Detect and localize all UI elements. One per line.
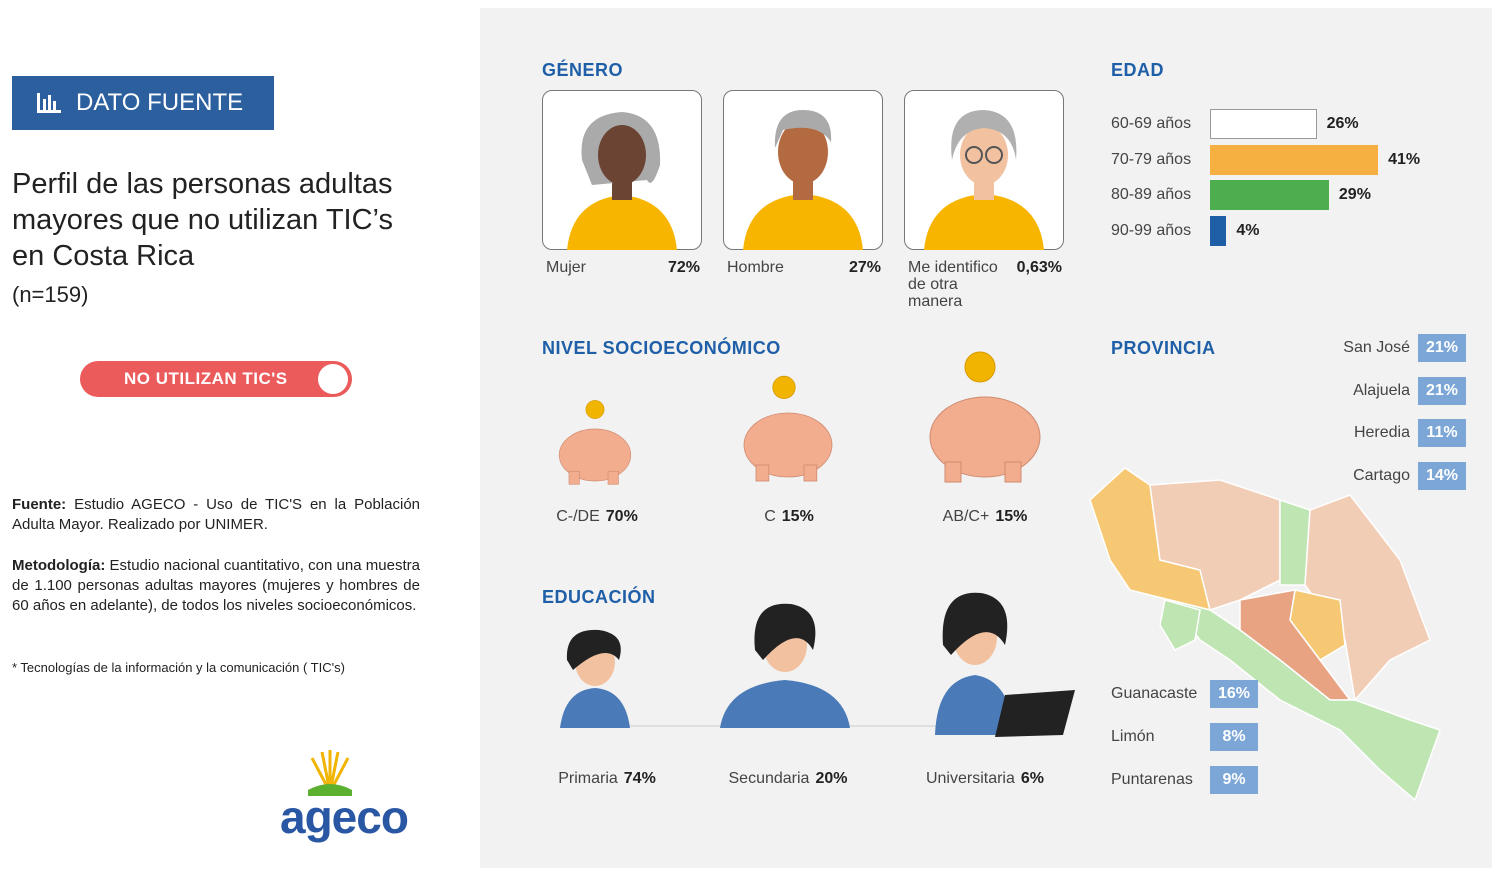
province-value: 21%: [1418, 376, 1466, 405]
method: Metodología: Estudio nacional cuantitati…: [12, 556, 420, 616]
province-value: 11%: [1418, 419, 1466, 447]
source: Fuente: Estudio AGECO - Uso de TIC'S en …: [12, 495, 420, 535]
socio-item: C 15%: [689, 508, 889, 526]
education-art: [560, 592, 1075, 737]
toggle-knob: [318, 364, 348, 394]
gender-art: [567, 110, 1044, 250]
province-label: Cartago: [1353, 466, 1410, 484]
socio-item: AB/C+ 15%: [885, 508, 1085, 526]
badge: DATO FUENTE: [12, 76, 274, 130]
section-title: EDUCACIÓN: [542, 587, 656, 607]
province-label: Alajuela: [1353, 381, 1410, 399]
province-label: Guanacaste: [1111, 685, 1198, 702]
province-value: 8%: [1210, 723, 1258, 751]
toggle[interactable]: NO UTILIZAN TIC'S: [80, 361, 352, 397]
province-label: Limón: [1111, 728, 1155, 745]
age-value: 4%: [1236, 221, 1260, 239]
item-value: 70%: [605, 508, 638, 525]
province-label: San José: [1343, 339, 1410, 356]
item-value: 15%: [781, 508, 814, 525]
method-label: Metodología:: [12, 557, 106, 574]
gender-label: Me identifico de otra manera: [908, 259, 998, 310]
age-bar: [1210, 180, 1329, 210]
age-label: 60-69 años: [1111, 115, 1192, 132]
title: Perfil de las personas adultas mayores q…: [12, 168, 393, 272]
education-item: Secundaria 20%: [688, 770, 888, 788]
logo-icon: [308, 750, 352, 796]
age-label: 70-79 años: [1111, 150, 1192, 168]
gender-value: 72%: [667, 259, 700, 276]
piggy-banks: [558, 351, 1041, 485]
item-value: 15%: [995, 508, 1028, 525]
age-bar: [1210, 109, 1317, 139]
age-value: 26%: [1326, 115, 1359, 132]
age-bar: [1210, 144, 1379, 175]
education-item: Universitaria 6%: [885, 770, 1085, 788]
age-bar: [1210, 215, 1227, 246]
age-label: 90-99 años: [1111, 221, 1192, 239]
method-text: Estudio nacional cuantitativo, con una m…: [12, 557, 420, 614]
gender-value: 0,63%: [1016, 259, 1062, 276]
item-label: Universitaria: [925, 770, 1015, 787]
source-label: Fuente:: [12, 496, 67, 513]
item-value: 74%: [623, 770, 656, 787]
section-title: NIVEL SOCIOECONÓMICO: [542, 338, 781, 358]
item-label: Primaria: [558, 770, 618, 787]
sample: (n=159): [12, 282, 89, 307]
item-label: C: [764, 508, 776, 525]
province-value: 9%: [1210, 766, 1258, 794]
province-label: Heredia: [1353, 424, 1410, 441]
section-title: EDAD: [1111, 60, 1165, 80]
age-value: 29%: [1338, 186, 1371, 203]
gender-label: Mujer: [546, 259, 587, 276]
badge-text: DATO FUENTE: [76, 89, 244, 116]
gender-label: Hombre: [727, 259, 784, 276]
footnote: * Tecnologías de la información y la com…: [12, 660, 345, 675]
education-item: Primaria 74%: [507, 770, 707, 788]
item-label: Secundaria: [728, 770, 810, 787]
map: [1089, 467, 1441, 802]
section-title: GÉNERO: [542, 60, 624, 80]
province-value: 16%: [1210, 680, 1258, 708]
province-value: 21%: [1418, 334, 1466, 362]
age-value: 41%: [1388, 150, 1421, 168]
source-text: Estudio AGECO - Uso de TIC'S en la Pobla…: [12, 496, 421, 533]
socio-item: C-/DE 70%: [497, 508, 697, 526]
toggle-text: NO UTILIZAN TIC'S: [124, 369, 288, 388]
item-label: AB/C+: [942, 508, 990, 525]
item-value: 20%: [815, 770, 848, 787]
age-label: 80-89 años: [1111, 186, 1192, 203]
section-title: PROVINCIA: [1111, 338, 1216, 358]
logo: ageco: [280, 791, 409, 843]
gender-value: 27%: [848, 259, 881, 276]
chart-icon: [37, 93, 61, 113]
item-label: C-/DE: [556, 508, 600, 525]
province-label: Puntarenas: [1111, 771, 1193, 788]
item-value: 6%: [1020, 770, 1045, 787]
province-value: 14%: [1418, 461, 1466, 490]
